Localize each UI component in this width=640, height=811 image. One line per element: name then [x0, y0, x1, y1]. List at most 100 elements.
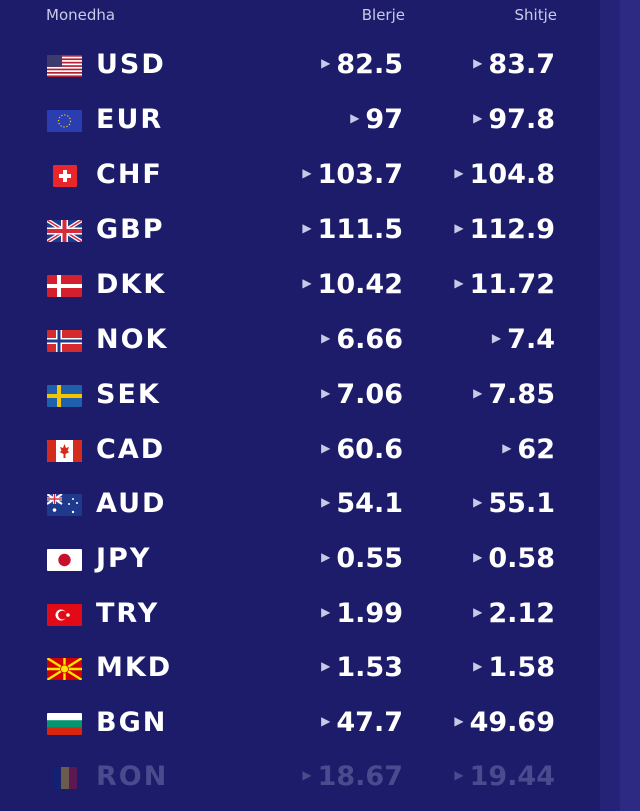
rate-row-aud: AUD ▶ 54.1 ▶ 55.1 — [3, 478, 600, 533]
currency-code: GBP — [96, 214, 165, 245]
currency-code: BGN — [96, 707, 168, 738]
rate-row-jpy: JPY ▶ 0.55 ▶ 0.58 — [3, 533, 600, 588]
sell-number: 0.58 — [488, 543, 555, 574]
rate-row-mkd: MKD ▶ 1.53 ▶ 1.58 — [3, 642, 600, 697]
mk-flag-icon — [47, 658, 82, 680]
header-sell: Shitje — [514, 6, 557, 24]
sell-value: ▶ 97.8 — [473, 104, 555, 135]
triangle-right-icon: ▶ — [502, 440, 512, 455]
rate-row-eur: EUR ▶ 97 ▶ 97.8 — [3, 94, 600, 149]
ca-flag-icon — [47, 440, 82, 462]
currency-code: AUD — [96, 488, 167, 519]
triangle-right-icon: ▶ — [454, 220, 464, 235]
triangle-right-icon: ▶ — [473, 549, 483, 564]
se-flag-icon — [47, 385, 82, 407]
sell-number: 112.9 — [469, 214, 555, 245]
triangle-right-icon: ▶ — [302, 220, 312, 235]
buy-number: 82.5 — [336, 49, 403, 80]
currency-code: CHF — [96, 159, 163, 190]
triangle-right-icon: ▶ — [454, 767, 464, 782]
triangle-right-icon: ▶ — [321, 440, 331, 455]
buy-number: 103.7 — [317, 159, 403, 190]
buy-number: 18.67 — [317, 761, 403, 792]
dk-flag-icon — [47, 275, 82, 297]
sell-value: ▶ 0.58 — [473, 543, 555, 574]
rate-row-gbp: GBP ▶ 111.5 ▶ 112.9 — [3, 204, 600, 259]
buy-value: ▶ 1.53 — [321, 652, 403, 683]
sell-value: ▶ 83.7 — [473, 49, 555, 80]
rate-row-chf: CHF ▶ 103.7 ▶ 104.8 — [3, 149, 600, 204]
gb-flag-icon — [47, 220, 82, 242]
sell-value: ▶ 104.8 — [454, 159, 555, 190]
buy-value: ▶ 10.42 — [302, 269, 403, 300]
jp-flag-icon — [47, 549, 82, 571]
buy-number: 60.6 — [336, 434, 403, 465]
buy-number: 54.1 — [336, 488, 403, 519]
currency-code: JPY — [96, 543, 152, 574]
buy-value: ▶ 18.67 — [302, 761, 403, 792]
sell-number: 104.8 — [469, 159, 555, 190]
triangle-right-icon: ▶ — [302, 275, 312, 290]
currency-code: EUR — [96, 104, 164, 135]
sell-number: 97.8 — [488, 104, 555, 135]
no-flag-icon — [47, 330, 82, 352]
buy-number: 1.99 — [336, 598, 403, 629]
triangle-right-icon: ▶ — [321, 549, 331, 564]
sell-value: ▶ 7.4 — [492, 324, 555, 355]
currency-code: DKK — [96, 269, 167, 300]
triangle-right-icon: ▶ — [473, 658, 483, 673]
currency-code: MKD — [96, 652, 173, 683]
triangle-right-icon: ▶ — [454, 275, 464, 290]
rate-row-usd: USD ▶ 82.5 ▶ 83.7 — [3, 39, 600, 94]
sell-number: 11.72 — [469, 269, 555, 300]
buy-value: ▶ 97 — [350, 104, 403, 135]
header-buy: Blerje — [361, 6, 405, 24]
triangle-right-icon: ▶ — [321, 330, 331, 345]
tr-flag-icon — [47, 604, 82, 626]
buy-number: 1.53 — [336, 652, 403, 683]
buy-value: ▶ 111.5 — [302, 214, 403, 245]
triangle-right-icon: ▶ — [321, 658, 331, 673]
rate-row-dkk: DKK ▶ 10.42 ▶ 11.72 — [3, 259, 600, 314]
rate-row-try: TRY ▶ 1.99 ▶ 2.12 — [3, 588, 600, 643]
buy-value: ▶ 82.5 — [321, 49, 403, 80]
eu-flag-icon — [47, 110, 82, 132]
triangle-right-icon: ▶ — [473, 604, 483, 619]
sell-value: ▶ 11.72 — [454, 269, 555, 300]
triangle-right-icon: ▶ — [473, 110, 483, 125]
triangle-right-icon: ▶ — [321, 494, 331, 509]
sell-number: 7.85 — [488, 379, 555, 410]
side-panel-edge — [600, 0, 620, 811]
sell-number: 2.12 — [488, 598, 555, 629]
triangle-right-icon: ▶ — [454, 165, 464, 180]
sell-number: 1.58 — [488, 652, 555, 683]
rate-row-bgn: BGN ▶ 47.7 ▶ 49.69 — [3, 697, 600, 752]
buy-value: ▶ 54.1 — [321, 488, 403, 519]
triangle-right-icon: ▶ — [454, 713, 464, 728]
triangle-right-icon: ▶ — [473, 385, 483, 400]
sell-value: ▶ 55.1 — [473, 488, 555, 519]
rate-row-nok: NOK ▶ 6.66 ▶ 7.4 — [3, 314, 600, 369]
currency-code: USD — [96, 49, 166, 80]
rate-row-ron: RON ▶ 18.67 ▶ 19.44 — [3, 751, 600, 806]
buy-number: 47.7 — [336, 707, 403, 738]
sell-number: 7.4 — [507, 324, 555, 355]
ch-flag-icon — [53, 165, 77, 187]
sell-number: 19.44 — [469, 761, 555, 792]
triangle-right-icon: ▶ — [473, 494, 483, 509]
triangle-right-icon: ▶ — [350, 110, 360, 125]
currency-code: TRY — [96, 598, 160, 629]
triangle-right-icon: ▶ — [491, 330, 502, 345]
sell-value: ▶ 7.85 — [473, 379, 555, 410]
sell-value: ▶ 62 — [502, 434, 555, 465]
sell-number: 55.1 — [488, 488, 555, 519]
buy-number: 0.55 — [336, 543, 403, 574]
buy-value: ▶ 6.66 — [321, 324, 403, 355]
sell-value: ▶ 49.69 — [454, 707, 555, 738]
sell-value: ▶ 19.44 — [454, 761, 555, 792]
ro-flag-icon — [53, 767, 77, 789]
buy-value: ▶ 1.99 — [321, 598, 403, 629]
buy-number: 7.06 — [336, 379, 403, 410]
sell-number: 83.7 — [488, 49, 555, 80]
triangle-right-icon: ▶ — [302, 165, 312, 180]
